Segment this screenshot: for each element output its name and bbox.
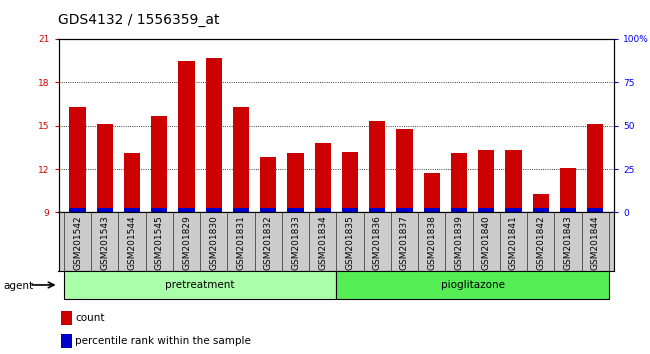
Bar (451, 153, 467, 212)
Bar (369, 121, 385, 212)
Bar (124, 209, 140, 212)
Text: GSM201843: GSM201843 (564, 215, 573, 270)
Text: GSM201835: GSM201835 (346, 215, 354, 270)
Text: GSM201838: GSM201838 (427, 215, 436, 270)
Text: pioglitazone: pioglitazone (441, 280, 504, 290)
Bar (151, 209, 168, 212)
Bar (424, 173, 440, 212)
Bar (205, 209, 222, 212)
Bar (124, 153, 140, 212)
Bar (478, 209, 495, 212)
Text: GSM201833: GSM201833 (291, 215, 300, 270)
Text: percentile rank within the sample: percentile rank within the sample (75, 336, 252, 346)
Bar (97, 124, 113, 212)
Bar (315, 143, 331, 212)
Bar (61, 334, 72, 348)
Text: GDS4132 / 1556359_at: GDS4132 / 1556359_at (58, 12, 220, 27)
Bar (70, 209, 86, 212)
Text: GSM201841: GSM201841 (509, 215, 518, 270)
Bar (178, 61, 195, 212)
Bar (287, 153, 304, 212)
Text: agent: agent (3, 281, 33, 291)
Bar (260, 209, 276, 212)
Text: GSM201837: GSM201837 (400, 215, 409, 270)
Text: GSM201840: GSM201840 (482, 215, 491, 270)
Bar (260, 158, 276, 212)
Text: GSM201830: GSM201830 (209, 215, 218, 270)
Bar (587, 209, 603, 212)
Text: GSM201829: GSM201829 (182, 215, 191, 270)
Bar (287, 209, 304, 212)
Bar (424, 209, 440, 212)
Bar (396, 129, 413, 212)
Bar (233, 107, 249, 212)
Bar (560, 209, 576, 212)
Bar (233, 209, 249, 212)
Bar (505, 150, 522, 212)
Text: GSM201545: GSM201545 (155, 215, 164, 270)
Bar (151, 115, 168, 212)
Text: GSM201834: GSM201834 (318, 215, 327, 270)
Bar (61, 312, 72, 325)
Bar (342, 152, 358, 212)
Text: count: count (75, 313, 105, 323)
Bar (70, 107, 86, 212)
Bar (587, 124, 603, 212)
Text: GSM201543: GSM201543 (100, 215, 109, 270)
Text: GSM201839: GSM201839 (454, 215, 463, 270)
Bar (505, 209, 522, 212)
Text: GSM201831: GSM201831 (237, 215, 246, 270)
FancyBboxPatch shape (337, 271, 609, 299)
Bar (532, 209, 549, 212)
Bar (396, 209, 413, 212)
Bar (315, 209, 331, 212)
Bar (560, 167, 576, 212)
Text: GSM201836: GSM201836 (372, 215, 382, 270)
Bar (97, 209, 113, 212)
Bar (478, 150, 495, 212)
Bar (342, 209, 358, 212)
Bar (178, 209, 195, 212)
Bar (205, 58, 222, 212)
Text: GSM201842: GSM201842 (536, 215, 545, 270)
Bar (369, 209, 385, 212)
Text: GSM201544: GSM201544 (127, 215, 136, 270)
Text: GSM201832: GSM201832 (264, 215, 273, 270)
Text: GSM201542: GSM201542 (73, 215, 82, 270)
Bar (532, 194, 549, 212)
FancyBboxPatch shape (64, 271, 337, 299)
Text: pretreatment: pretreatment (165, 280, 235, 290)
Text: GSM201844: GSM201844 (591, 215, 600, 270)
Bar (451, 209, 467, 212)
